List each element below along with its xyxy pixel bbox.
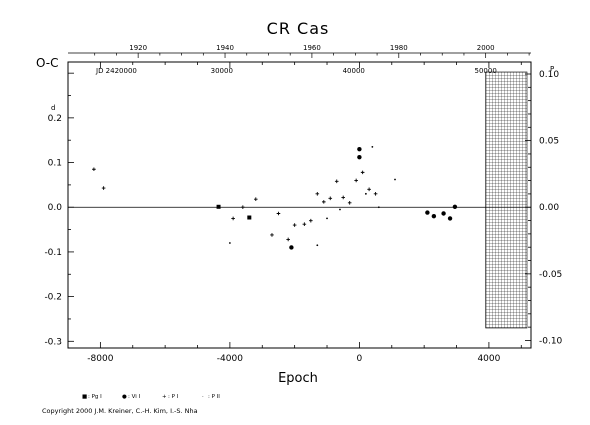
point-p-i (360, 170, 365, 175)
y-tick-label: 0.0 (48, 203, 63, 213)
jd-axis: 30000 40000 50000 (211, 67, 497, 75)
y-axis: -0.3 -0.2 -0.1 0.0 0.1 0.2 (44, 72, 74, 347)
x-tick-label: 4000 (477, 354, 500, 364)
point-p-i (328, 196, 333, 201)
year-tick-label: 1960 (303, 44, 321, 52)
y-tick-label: 0.1 (48, 159, 62, 169)
legend-symbol: + (162, 394, 167, 400)
point-p-ii (364, 192, 367, 195)
right-tick-label: 0.00 (539, 203, 559, 213)
point-vi-i (357, 146, 362, 152)
point-p-i (292, 223, 297, 227)
x-axis-label: Epoch (278, 371, 318, 386)
data-points (92, 146, 458, 250)
point-vi-i (447, 216, 453, 221)
point-p-i (373, 192, 378, 196)
point-p-i (347, 200, 352, 205)
point-p-i (276, 211, 281, 216)
point-p-i (270, 233, 274, 237)
point-vi-i (289, 245, 294, 250)
point-pg-i (216, 204, 221, 209)
point-p-i (92, 167, 96, 172)
x-tick-label: 0 (357, 354, 363, 364)
point-p-i (286, 237, 290, 242)
right-tick-label: -0.10 (539, 336, 563, 346)
point-p-ii (339, 208, 341, 211)
legend-symbol: · (202, 394, 204, 400)
year-tick-label: 1920 (129, 44, 147, 52)
copyright-text: Copyright 2000 J.M. Kreiner, C.-H. Kim, … (42, 407, 198, 415)
x-axis: -8000 -4000 0 4000 (67, 62, 522, 364)
year-tick-label: 1940 (216, 44, 234, 52)
point-vi-i (357, 154, 362, 160)
y-unit-label: d (51, 104, 55, 112)
point-p-i (334, 179, 339, 184)
point-p-ii (394, 178, 396, 181)
future-region (485, 71, 528, 329)
y-tick-label: -0.1 (44, 248, 62, 258)
year-tick-label: 1980 (390, 44, 408, 52)
x-tick-label: -4000 (217, 354, 243, 364)
y-tick-label: 0.2 (48, 114, 62, 124)
legend-label: : P II (208, 394, 220, 400)
point-p-ii (316, 244, 319, 247)
point-p-i (315, 192, 320, 196)
right-tick-label: 0.05 (539, 137, 559, 147)
point-vi-i (425, 210, 430, 215)
right-tick-label: 0.10 (539, 70, 559, 80)
y-tick-label: -0.2 (44, 293, 62, 303)
jd-tick-label: 50000 (475, 67, 497, 75)
point-p-i (241, 205, 245, 210)
top-axis-label: JD 2420000 (95, 67, 137, 75)
legend-label: : P I (168, 394, 179, 400)
point-p-i (101, 186, 106, 190)
point-p-i (367, 187, 371, 192)
y-tick-label: -0.3 (44, 337, 62, 347)
chart-title: CR Cas (267, 19, 330, 38)
point-p-i (309, 218, 313, 223)
plot-frame (67, 61, 532, 349)
point-p-i (354, 178, 358, 183)
point-p-ii (326, 217, 328, 220)
right-unit-label: P (550, 65, 554, 73)
point-vi-i (431, 213, 437, 219)
legend-symbol: ■ (82, 394, 87, 400)
y-axis-label: O-C (36, 56, 59, 70)
legend-label: : Pg I (88, 394, 102, 400)
point-p-ii (228, 242, 231, 244)
right-tick-label: -0.05 (539, 270, 562, 280)
jd-tick-label: 40000 (343, 67, 365, 75)
jd-tick-label: 30000 (211, 67, 233, 75)
point-p-i (253, 197, 258, 201)
x-tick-label: -8000 (87, 354, 113, 364)
point-p-i (302, 222, 307, 227)
right-axis: -0.10 -0.05 0.00 0.05 0.10 (525, 70, 563, 346)
legend-label: : Vi I (128, 394, 141, 400)
point-vi-i (441, 211, 446, 216)
point-p-i (231, 216, 235, 221)
point-p-ii (377, 206, 380, 209)
point-p-ii (371, 146, 374, 148)
future-hatch (485, 71, 528, 329)
point-p-i (341, 195, 346, 200)
point-pg-i (247, 215, 252, 220)
year-tick-label: 2000 (477, 44, 495, 52)
legend-symbol: ● (122, 394, 127, 400)
legend: ■: Pg I ●: Vi I +: P I · : P II (82, 394, 220, 400)
year-axis: 1920 1940 1960 1980 2000 (68, 44, 531, 58)
plot-border (67, 61, 532, 349)
point-p-i (321, 200, 326, 204)
point-vi-i (452, 204, 458, 209)
